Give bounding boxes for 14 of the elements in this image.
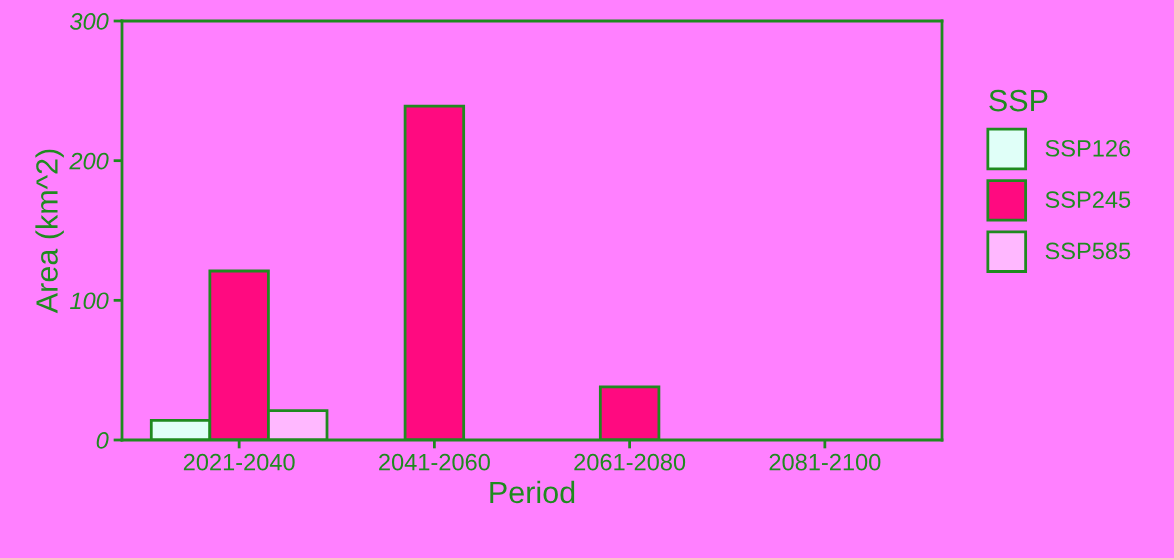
legend-label: SSP245: [1045, 191, 1131, 208]
legend-title: SSP: [989, 89, 1048, 112]
x-tick-label: 2081-2100: [769, 453, 881, 471]
x-tick-label: 2061-2080: [574, 453, 686, 471]
y-axis-title: Area (km^2): [35, 149, 64, 314]
y-tick-label: 100: [70, 292, 109, 310]
y-tick-label: 200: [69, 152, 109, 170]
y-tick-label: 300: [69, 13, 109, 30]
y-tick-label: 0: [96, 432, 109, 449]
x-tick-label: 2041-2060: [379, 453, 490, 471]
legend-label: SSP126: [1045, 139, 1131, 157]
x-tick-label: 2021-2040: [183, 453, 295, 471]
x-axis-title: Period: [490, 480, 575, 504]
legend-label: SSP585: [1045, 242, 1131, 260]
